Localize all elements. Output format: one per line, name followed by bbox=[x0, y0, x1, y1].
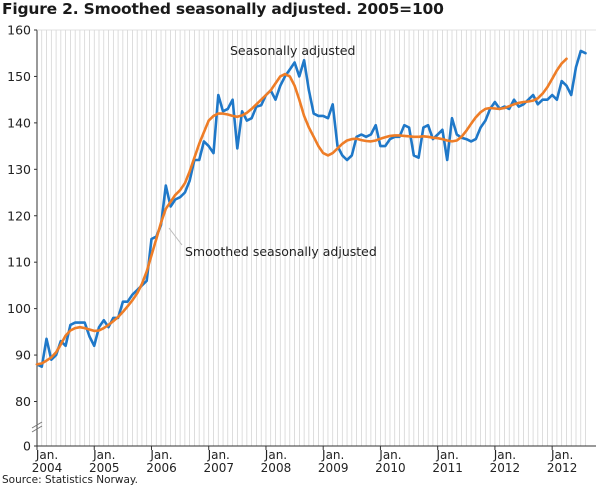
x-tick-label: Jan. bbox=[264, 448, 287, 462]
x-tick-label: 2006 bbox=[146, 461, 177, 475]
x-tick-label: Jan. bbox=[493, 448, 516, 462]
x-tick-label: Jan. bbox=[207, 448, 230, 462]
x-tick-label: 2011 bbox=[432, 461, 463, 475]
x-tick-label: Jan. bbox=[321, 448, 344, 462]
chart-title: Figure 2. Smoothed seasonally adjusted. … bbox=[2, 0, 444, 18]
smoothed-line bbox=[35, 57, 568, 366]
annotations: Seasonally adjusted Smoothed seasonally a… bbox=[168, 43, 377, 259]
x-tick-label: 2009 bbox=[318, 461, 349, 475]
x-tick-label: 2004 bbox=[32, 461, 63, 475]
y-tick-label: 150 bbox=[7, 69, 31, 84]
annotation-leader-line bbox=[168, 227, 183, 246]
series-lines bbox=[35, 49, 587, 369]
y-tick-label: 100 bbox=[7, 301, 31, 316]
x-tick-label: Jan. bbox=[92, 448, 115, 462]
y-tick-label: 160 bbox=[7, 23, 31, 38]
x-tick-label: Jan. bbox=[436, 448, 459, 462]
x-tick-label: 2007 bbox=[203, 461, 234, 475]
source-note: Source: Statistics Norway. bbox=[2, 474, 138, 486]
axis-break-mark bbox=[31, 421, 43, 429]
x-tick-label: Jan. bbox=[378, 448, 401, 462]
annotation-smoothed: Smoothed seasonally adjusted bbox=[185, 244, 377, 259]
y-axis-ticks: 0 80 90 100 110 120 130 140 150 160 bbox=[7, 23, 43, 454]
y-tick-label: 0 bbox=[23, 439, 31, 454]
x-axis: Jan.2004Jan.2005Jan.2006Jan.2007Jan.2008… bbox=[32, 446, 578, 475]
y-tick-label: 140 bbox=[7, 115, 31, 130]
x-tick-label: Jan. bbox=[35, 448, 58, 462]
x-tick-label: Jan. bbox=[550, 448, 573, 462]
axis-break-mark bbox=[31, 425, 43, 433]
vertical-grid bbox=[36, 29, 596, 447]
x-tick-label: 2012 bbox=[490, 461, 521, 475]
x-tick-label: 2010 bbox=[375, 461, 406, 475]
y-tick-label: 80 bbox=[15, 394, 31, 409]
y-tick-label: 110 bbox=[7, 255, 31, 270]
y-tick-label: 130 bbox=[7, 162, 31, 177]
y-tick-label: 90 bbox=[15, 348, 31, 363]
x-tick-label: 2012 bbox=[547, 461, 578, 475]
seasonally-adjusted-line bbox=[35, 49, 587, 369]
x-tick-label: 2008 bbox=[261, 461, 292, 475]
x-tick-label: Jan. bbox=[149, 448, 172, 462]
x-tick-label: 2005 bbox=[89, 461, 120, 475]
y-tick-label: 120 bbox=[7, 208, 31, 223]
annotation-seasonally-adjusted: Seasonally adjusted bbox=[230, 43, 355, 58]
